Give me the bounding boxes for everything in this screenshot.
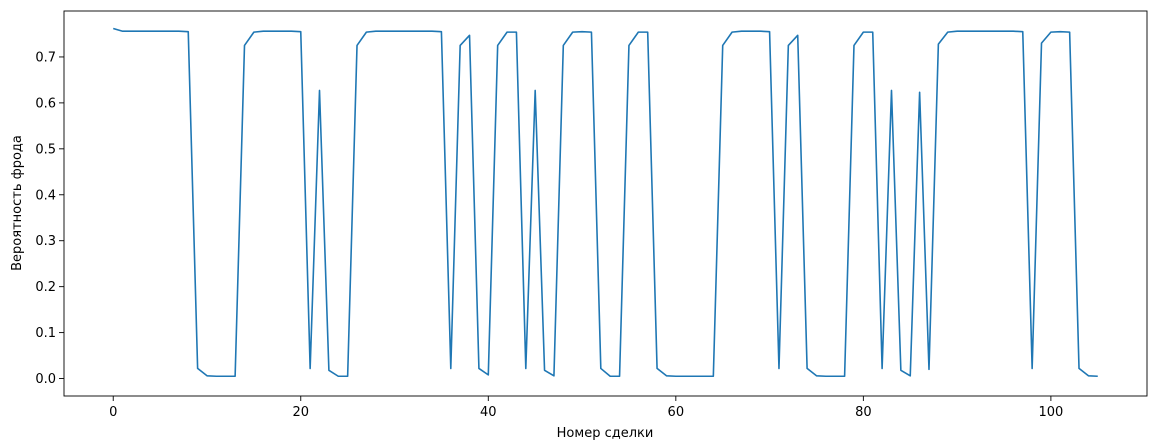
y-tick-label: 0.7 — [35, 50, 56, 65]
fraud-probability-line — [113, 27, 1098, 378]
y-tick-label: 0.6 — [35, 96, 56, 111]
x-tick-label: 20 — [292, 405, 309, 420]
y-axis-label: Вероятность фрода — [10, 135, 25, 271]
y-tick-label: 0.0 — [35, 372, 56, 387]
x-tick-label: 60 — [668, 405, 685, 420]
y-tick-label: 0.5 — [35, 142, 56, 157]
plot-frame — [63, 10, 1148, 397]
x-axis-label: Номер сделки — [557, 426, 654, 441]
y-tick-label: 0.1 — [35, 326, 56, 341]
y-axis-ticks: 0.0 0.1 0.2 0.3 0.4 0.5 0.6 0.7 — [35, 50, 64, 387]
x-axis-ticks: 0 20 40 60 80 100 — [109, 396, 1063, 420]
y-tick-label: 0.2 — [35, 280, 56, 295]
y-tick-label: 0.4 — [35, 188, 56, 203]
x-tick-label: 40 — [480, 405, 497, 420]
x-tick-label: 100 — [1038, 405, 1063, 420]
plot-area — [64, 11, 1147, 396]
x-tick-label: 0 — [109, 405, 117, 420]
x-tick-label: 80 — [855, 405, 872, 420]
y-tick-label: 0.3 — [35, 234, 56, 249]
